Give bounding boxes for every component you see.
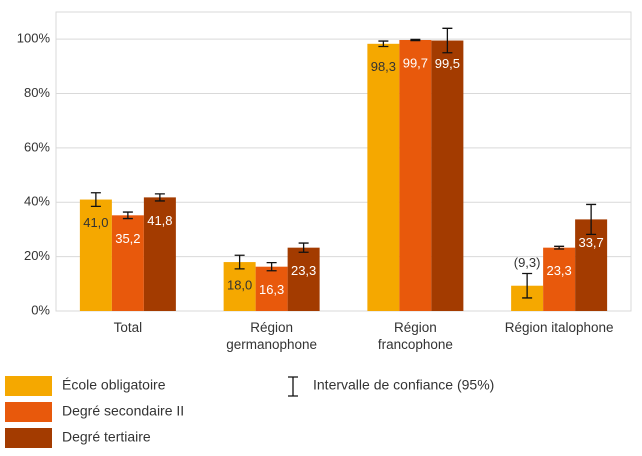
value-label: 16,3 — [259, 282, 284, 297]
y-tick-label: 20% — [24, 248, 50, 263]
error-bar — [298, 242, 309, 253]
error-bar — [288, 376, 298, 397]
bar — [111, 215, 144, 311]
legend-label: Degré secondaire II — [62, 403, 184, 419]
bar — [143, 197, 176, 311]
error-bar — [586, 203, 597, 235]
value-label: 41,0 — [83, 215, 108, 230]
bar — [399, 39, 432, 311]
legend-label: Intervalle de confiance (95%) — [313, 377, 494, 393]
value-label: 41,8 — [147, 213, 172, 228]
bar — [79, 199, 112, 311]
error-bar — [522, 272, 533, 299]
value-label: (9,3) — [514, 255, 541, 270]
legend-swatch — [5, 376, 52, 396]
error-bar — [234, 254, 245, 270]
bar — [431, 40, 464, 312]
y-tick-label: 100% — [17, 31, 51, 46]
y-tick-label: 60% — [24, 139, 50, 154]
value-label: 99,7 — [403, 55, 428, 70]
y-tick-label: 0% — [31, 302, 50, 317]
value-label: 23,3 — [546, 263, 571, 278]
value-label: 98,3 — [371, 59, 396, 74]
error-bar — [122, 211, 133, 220]
bar — [287, 247, 320, 311]
bar — [223, 262, 256, 311]
x-tick-label: Région germanophone — [226, 320, 318, 352]
error-bar — [378, 40, 389, 48]
x-tick-label: Région italophone — [504, 320, 614, 335]
bar — [367, 43, 400, 311]
value-label: 33,7 — [578, 235, 603, 250]
legend-swatch — [5, 402, 52, 422]
error-bar — [90, 192, 101, 207]
x-tick-label: Total — [113, 320, 143, 335]
value-label: 99,5 — [435, 56, 460, 71]
value-label: 35,2 — [115, 231, 140, 246]
error-bar — [154, 193, 165, 202]
error-bar — [410, 38, 421, 42]
value-label: 18,0 — [227, 278, 252, 293]
legend-label: Degré tertiaire — [62, 429, 151, 445]
value-label: 23,3 — [291, 263, 316, 278]
y-tick-label: 80% — [24, 85, 50, 100]
legend-label: École obligatoire — [62, 377, 166, 393]
error-bar — [266, 261, 277, 272]
bar — [255, 266, 288, 311]
bar — [543, 247, 576, 311]
error-bar — [442, 27, 453, 54]
y-tick-label: 40% — [24, 194, 50, 209]
error-bar — [554, 245, 565, 250]
legend-swatch — [5, 428, 52, 448]
x-tick-label: Région francophone — [377, 320, 453, 352]
